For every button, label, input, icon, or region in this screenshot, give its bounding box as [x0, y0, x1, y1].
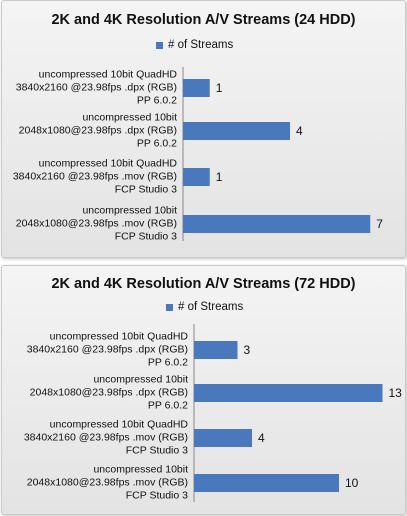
value-label: 4 — [258, 431, 265, 445]
bar — [194, 429, 252, 447]
chart-panel: 2K and 4K Resolution A/V Streams (72 HDD… — [1, 265, 406, 515]
bar — [183, 168, 210, 186]
value-label: 1 — [215, 81, 223, 95]
category-label: uncompressed 10bit QuadHD 3840x2160 @23.… — [23, 418, 188, 457]
bar — [183, 122, 290, 140]
legend-label: # of Streams — [168, 39, 234, 51]
legend-item: # of Streams — [156, 39, 233, 51]
bar — [183, 79, 210, 97]
chart-panel: 2K and 4K Resolution A/V Streams (24 HDD… — [1, 0, 406, 258]
value-label: 13 — [388, 386, 402, 400]
category-label: uncompressed 10bit QuadHD 3840x2160 @23.… — [26, 330, 188, 369]
category-label: uncompressed 10bit QuadHD 3840x2160 @23.… — [15, 68, 177, 107]
plot — [182, 67, 371, 241]
chart-title: 2K and 4K Resolution A/V Streams (24 HDD… — [51, 12, 356, 28]
category-label: uncompressed 10bit 2048x1080@23.98fps .d… — [18, 111, 177, 150]
legend-swatch — [156, 41, 163, 49]
value-label: 4 — [296, 124, 303, 138]
value-label: 1 — [215, 170, 223, 184]
category-label: uncompressed 10bit 2048x1080@23.98fps .m… — [15, 204, 177, 243]
legend-item: # of Streams — [166, 301, 243, 313]
plot — [193, 324, 383, 502]
bar — [194, 384, 383, 402]
value-label: 7 — [376, 217, 383, 231]
legend-label: # of Streams — [178, 301, 244, 313]
bar — [194, 341, 238, 359]
value-label: 10 — [345, 476, 359, 490]
bar — [194, 474, 339, 492]
bar — [183, 215, 371, 233]
chart-title: 2K and 4K Resolution A/V Streams (72 HDD… — [51, 276, 356, 292]
value-label: 3 — [243, 343, 251, 357]
category-label: uncompressed 10bit 2048x1080@23.98fps .d… — [29, 373, 188, 412]
category-label: uncompressed 10bit QuadHD 3840x2160 @23.… — [12, 157, 177, 196]
category-label: uncompressed 10bit 2048x1080@23.98fps .m… — [26, 463, 188, 502]
legend-swatch — [166, 303, 173, 311]
